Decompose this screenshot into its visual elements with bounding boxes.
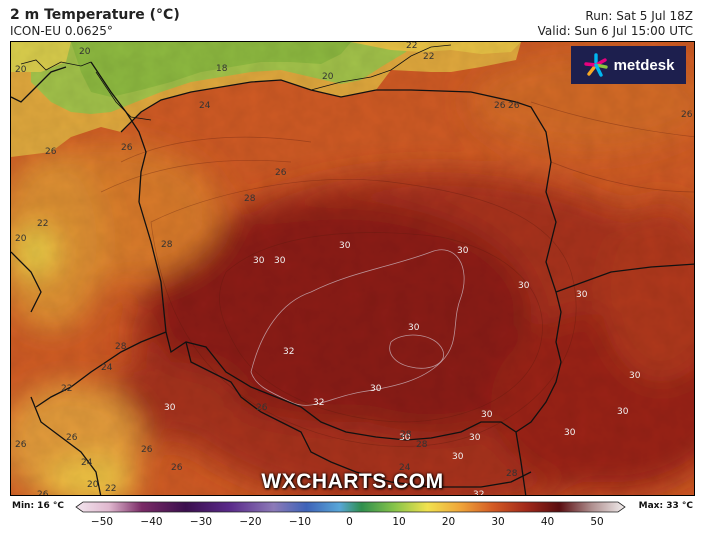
temp-label: 22 <box>37 219 48 229</box>
temp-label: 30 <box>617 407 629 417</box>
temp-label: 24 <box>81 458 93 468</box>
temp-label: 26 <box>171 463 183 473</box>
temperature-map[interactable]: 20 20 18 20 22 22 24 26 26 26 26 26 26 2… <box>10 41 695 496</box>
temp-label: 32 <box>283 347 294 357</box>
temp-label: 28 <box>400 430 412 440</box>
valid-time: Valid: Sun 6 Jul 15:00 UTC <box>537 24 693 38</box>
temp-label: 26 <box>15 440 27 450</box>
temp-label: 24 <box>399 463 411 473</box>
temp-label: 24 <box>199 101 211 111</box>
scale-tick: 10 <box>392 516 406 528</box>
temp-label: 20 <box>15 234 27 244</box>
temp-label: 20 <box>322 72 334 82</box>
isotherms <box>100 101 694 447</box>
scale-tick: 0 <box>346 516 353 528</box>
scale-tick: 50 <box>590 516 604 528</box>
scale-tick: −40 <box>140 516 163 528</box>
temp-label: 26 <box>37 490 49 496</box>
temp-label: 30 <box>518 281 530 291</box>
temp-label: 26 <box>508 101 520 111</box>
temp-label: 20 <box>79 47 91 57</box>
temp-label: 26 <box>256 403 268 413</box>
temp-label: 26 <box>121 143 133 153</box>
isotherm-30 <box>250 249 465 406</box>
temperature-labels: 20 20 18 20 22 22 24 26 26 26 26 26 26 2… <box>15 42 693 496</box>
temp-label: 28 <box>416 440 428 450</box>
temp-label: 30 <box>253 256 265 266</box>
scale-tick: −20 <box>239 516 262 528</box>
temp-label: 30 <box>339 241 351 251</box>
max-value: Max: 33 °C <box>638 501 693 511</box>
temp-label: 30 <box>274 256 286 266</box>
temp-label: 24 <box>101 363 113 373</box>
model-name: ICON-EU 0.0625° <box>10 24 113 38</box>
temp-label: 26 <box>275 168 287 178</box>
borders <box>11 61 694 495</box>
temp-label: 28 <box>115 342 127 352</box>
temp-label: 30 <box>576 290 588 300</box>
temp-label: 32 <box>473 490 484 496</box>
watermark: WXCHARTS.COM <box>261 470 444 493</box>
metdesk-logo: metdesk <box>571 46 686 84</box>
temp-label: 30 <box>452 452 464 462</box>
temp-label: 30 <box>399 433 411 443</box>
temp-label: 30 <box>370 384 382 394</box>
temp-label: 26 <box>66 433 78 443</box>
temp-label: 30 <box>564 428 576 438</box>
min-value: Min: 16 °C <box>12 501 64 511</box>
scale-tick: −10 <box>288 516 312 528</box>
temp-label: 26 <box>494 101 506 111</box>
color-scale-bar <box>75 501 626 513</box>
temp-label: 30 <box>408 323 420 333</box>
temp-label: 28 <box>506 469 518 479</box>
temp-label: 30 <box>164 403 176 413</box>
temp-label: 18 <box>216 64 228 74</box>
temp-label: 26 <box>141 445 153 455</box>
temp-label: 28 <box>244 194 256 204</box>
metdesk-logo-text: metdesk <box>613 56 675 74</box>
run-time: Run: Sat 5 Jul 18Z <box>585 9 693 23</box>
temp-label: 26 <box>45 147 57 157</box>
map-canvas: 20 20 18 20 22 22 24 26 26 26 26 26 26 2… <box>11 42 694 496</box>
temp-label: 30 <box>457 246 469 256</box>
temperature-field <box>11 42 694 495</box>
temp-label: 26 <box>681 110 693 120</box>
coastline <box>20 44 452 121</box>
temp-label: 22 <box>105 484 116 494</box>
temp-label: 20 <box>15 65 27 75</box>
temp-label: 28 <box>161 240 173 250</box>
scale-tick: −50 <box>90 516 114 528</box>
scale-tick: 20 <box>441 516 456 528</box>
temp-label: 22 <box>423 52 434 62</box>
temp-label: 20 <box>87 480 99 490</box>
temp-label: 22 <box>406 42 417 51</box>
scale-tick: 30 <box>491 516 505 528</box>
map-title: 2 m Temperature (°C) <box>10 7 180 23</box>
temp-label: 32 <box>313 398 324 408</box>
scale-tick: 40 <box>540 516 555 528</box>
metdesk-logo-icon <box>583 53 608 77</box>
temp-label: 30 <box>469 433 481 443</box>
scale-tick: −30 <box>189 516 213 528</box>
temp-label: 30 <box>629 371 641 381</box>
temp-label: 22 <box>61 384 72 394</box>
temp-label: 30 <box>481 410 493 420</box>
